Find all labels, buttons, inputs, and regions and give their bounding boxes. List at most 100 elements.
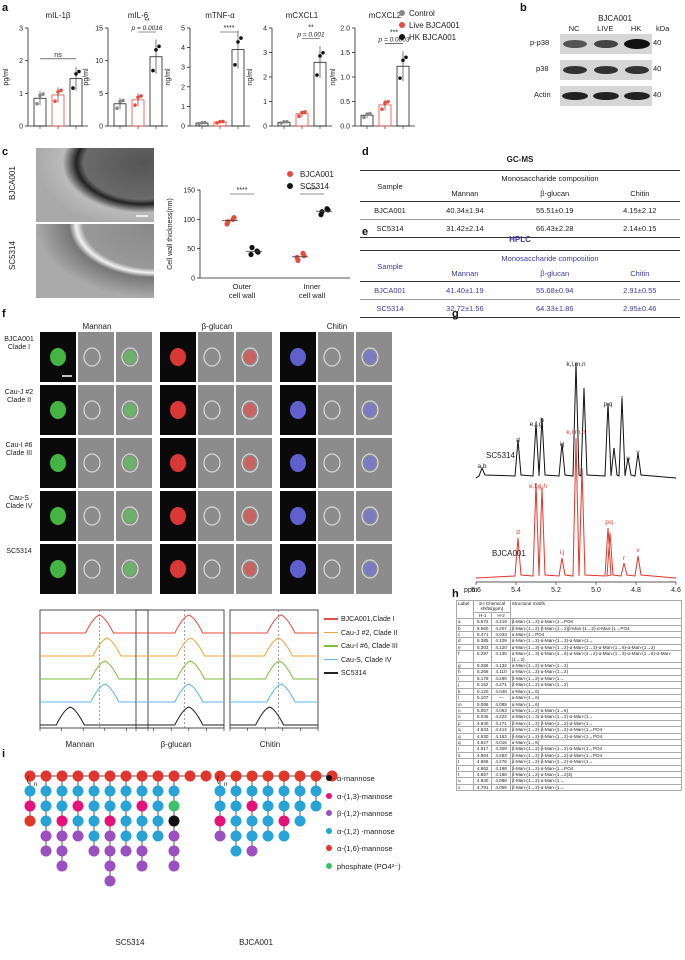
point-0-0-1	[38, 93, 42, 98]
f-cell-4-8	[361, 559, 379, 579]
legend-live-marker	[399, 22, 405, 28]
h-cell-13-3: α-Man-(1→2)-α-Man-(1→6)	[509, 706, 682, 715]
h-cell-9-3: β-Man-(1→2)-α-Man-(1→2)	[509, 681, 682, 689]
i-sc5314-node-2-6	[56, 860, 68, 872]
p-value-4: p = 0.0003	[378, 36, 410, 43]
i-paren-1: (	[27, 774, 30, 784]
h-row: q 4.927 4.016 α-Man-(1→6)	[456, 738, 682, 747]
g-label1-0: a,b	[477, 463, 486, 470]
g-xtick-label-4: 4.8	[631, 587, 641, 593]
g-label1-1: d	[516, 437, 520, 444]
c-ytick-label-0: 0	[191, 276, 195, 283]
i-legend-1: α-(1,3)-mannose	[337, 791, 393, 801]
point-2-0-2	[203, 120, 207, 125]
point-2-2-1	[236, 40, 240, 44]
c-point-1-1-2	[319, 209, 325, 215]
gcms-r1-c3: 4.15±2.12	[623, 206, 657, 215]
f-cell-4-7	[323, 559, 341, 579]
hplc-r1-c0: BJCA001	[374, 286, 406, 295]
c-point-1-0-3	[255, 249, 261, 255]
h-row: h 5.266 4.110 α-Man-(1→2)-α-Man-(1→2)	[456, 668, 682, 676]
i-bjca001-node-5-3	[294, 815, 306, 827]
g-label2-4: p	[605, 519, 609, 526]
h-cell-8-2: 4.290	[491, 674, 511, 683]
hplc-group-hdr: Monosaccharide composition	[501, 254, 599, 263]
point-4-0-0	[362, 115, 366, 120]
i-sc5314-node-5-5	[104, 845, 116, 857]
i-sc5314-node-6-4	[120, 830, 132, 842]
fluorescence-micrographs	[40, 332, 392, 594]
h-row: q 4.930 4.163 β-Man-(1→2)-β-Man-(1→2)-α-Man…	[456, 732, 682, 740]
h-cell-4-3: α-Man-(1→3)-α-Man-(1→2)-α-Man-(1→3)-α-Ma…	[509, 643, 682, 652]
i-sc5314-node-1-0	[40, 770, 52, 782]
f-hist-curve-2-3	[230, 683, 318, 703]
i-bjca001-node-0-1	[214, 785, 226, 797]
h-cell-12-3: α-Man-(1→6)	[509, 700, 682, 708]
point-3-2-0	[315, 73, 319, 77]
h-cell-5-1: 5.297	[472, 650, 493, 664]
panel-i-glycan-schematic: (n (n	[24, 770, 338, 887]
f-cell-4-0	[50, 560, 66, 578]
f-cell-2-6	[290, 454, 306, 472]
point-3-0-1	[282, 120, 286, 124]
f-cell-3-0	[50, 507, 66, 525]
i-bjca001-node-1-4	[230, 830, 242, 842]
h-cell-5-3: α-Man-(1→3)-α-Man-(1→6)-α-Man-(1→2)-α-Ma…	[509, 650, 682, 664]
g-label1-3: h	[540, 417, 544, 424]
f-cell-1-2	[121, 400, 139, 420]
f-cell-3-3	[170, 507, 186, 525]
f-cell-3-1	[83, 506, 101, 526]
h-cell-15-2: 4.171	[491, 719, 511, 728]
f-hist-curve-1-4	[136, 706, 224, 726]
h-cell-25-3: β-Man-(1→2)-α-Man-(1→	[509, 783, 682, 792]
g-xtick-label-3: 5.0	[591, 587, 601, 593]
i-sc5314-node-5-1	[104, 785, 116, 797]
h-cell-17-3: β-Man-(1→2)-β-Man-(1→2)-α-Man-(1→PO4	[509, 732, 682, 740]
i-sc5314-node-4-1	[88, 785, 100, 797]
point-3-1-2	[303, 110, 307, 114]
f-merge-0-8	[364, 350, 376, 364]
h-cell-7-2: 4.110	[491, 668, 511, 676]
h-head-motif: Structural motifs	[509, 600, 682, 620]
f-merge-3-2	[124, 509, 136, 523]
i-bjca001-node-4-0	[278, 770, 290, 782]
f-merge-4-5	[244, 562, 256, 576]
i-sc5314-node-7-0	[136, 770, 148, 782]
i-bjca001-node-3-0	[262, 770, 274, 782]
i-sc5314-node-1-3	[40, 815, 52, 827]
i-sc5314-node-2-5	[56, 845, 68, 857]
ytick-label-2-4: 4	[181, 45, 185, 52]
point-4-0-1	[365, 112, 369, 116]
hplc-r2-c1: 32.72±1.56	[446, 304, 484, 313]
gcms-table: Sample Monosaccharide composition Mannan…	[360, 170, 680, 238]
ytick-label-4-4: 2.0	[340, 26, 350, 33]
i-sc5314-node-8-3	[152, 815, 164, 827]
sig-stars-0: ns	[54, 52, 62, 59]
i-sc5314-node-11-0	[200, 770, 212, 782]
f-row-label-3: Cau-S Clade IV	[5, 495, 33, 510]
h-cell-6-2: 4.132	[491, 662, 511, 670]
i-sc5314-node-1-5	[40, 845, 52, 857]
f-merge-0-2	[124, 350, 136, 364]
h-cell-22-3: β-Man-(1→2)-α-Man-(1→PO4	[509, 764, 682, 773]
f-cell-2-7	[323, 453, 341, 473]
h-cell-3-2: 4.109	[491, 637, 511, 645]
point-2-2-2	[239, 36, 243, 40]
hplc-col-mannan: Mannan	[451, 269, 479, 278]
c-legend-sc-marker	[287, 183, 293, 189]
h-cell-23-3: β-Man-(1→2)-α-Man-(1→2(3)	[509, 770, 682, 779]
f-row-label-0: BJCA001 Clade I	[4, 336, 34, 351]
point-1-2-0	[151, 68, 155, 73]
h-row: g 5.286 4.132 α-Man-(1→2)-α-Man-(1→2)	[456, 662, 682, 670]
panel-label-i: i	[2, 748, 6, 760]
gcms-r2-c2: 66.43±2.28	[536, 224, 574, 233]
c-sig-0: ****	[237, 187, 248, 194]
h-cell-10-2: 4.048	[491, 687, 511, 696]
h-row: c 5.471 4.033 α-Man-(1→PO4	[456, 630, 682, 639]
f-cell-0-4	[203, 347, 221, 367]
h-row: o 5.045 4.222 α-Man-(1→3)-α-Man-(1→2)-α-Man…	[456, 713, 682, 721]
c-xlabel-1-a: Inner	[303, 282, 321, 291]
i-bjca001-node-3-1	[262, 785, 274, 797]
sig-stars-3: **	[308, 24, 314, 31]
